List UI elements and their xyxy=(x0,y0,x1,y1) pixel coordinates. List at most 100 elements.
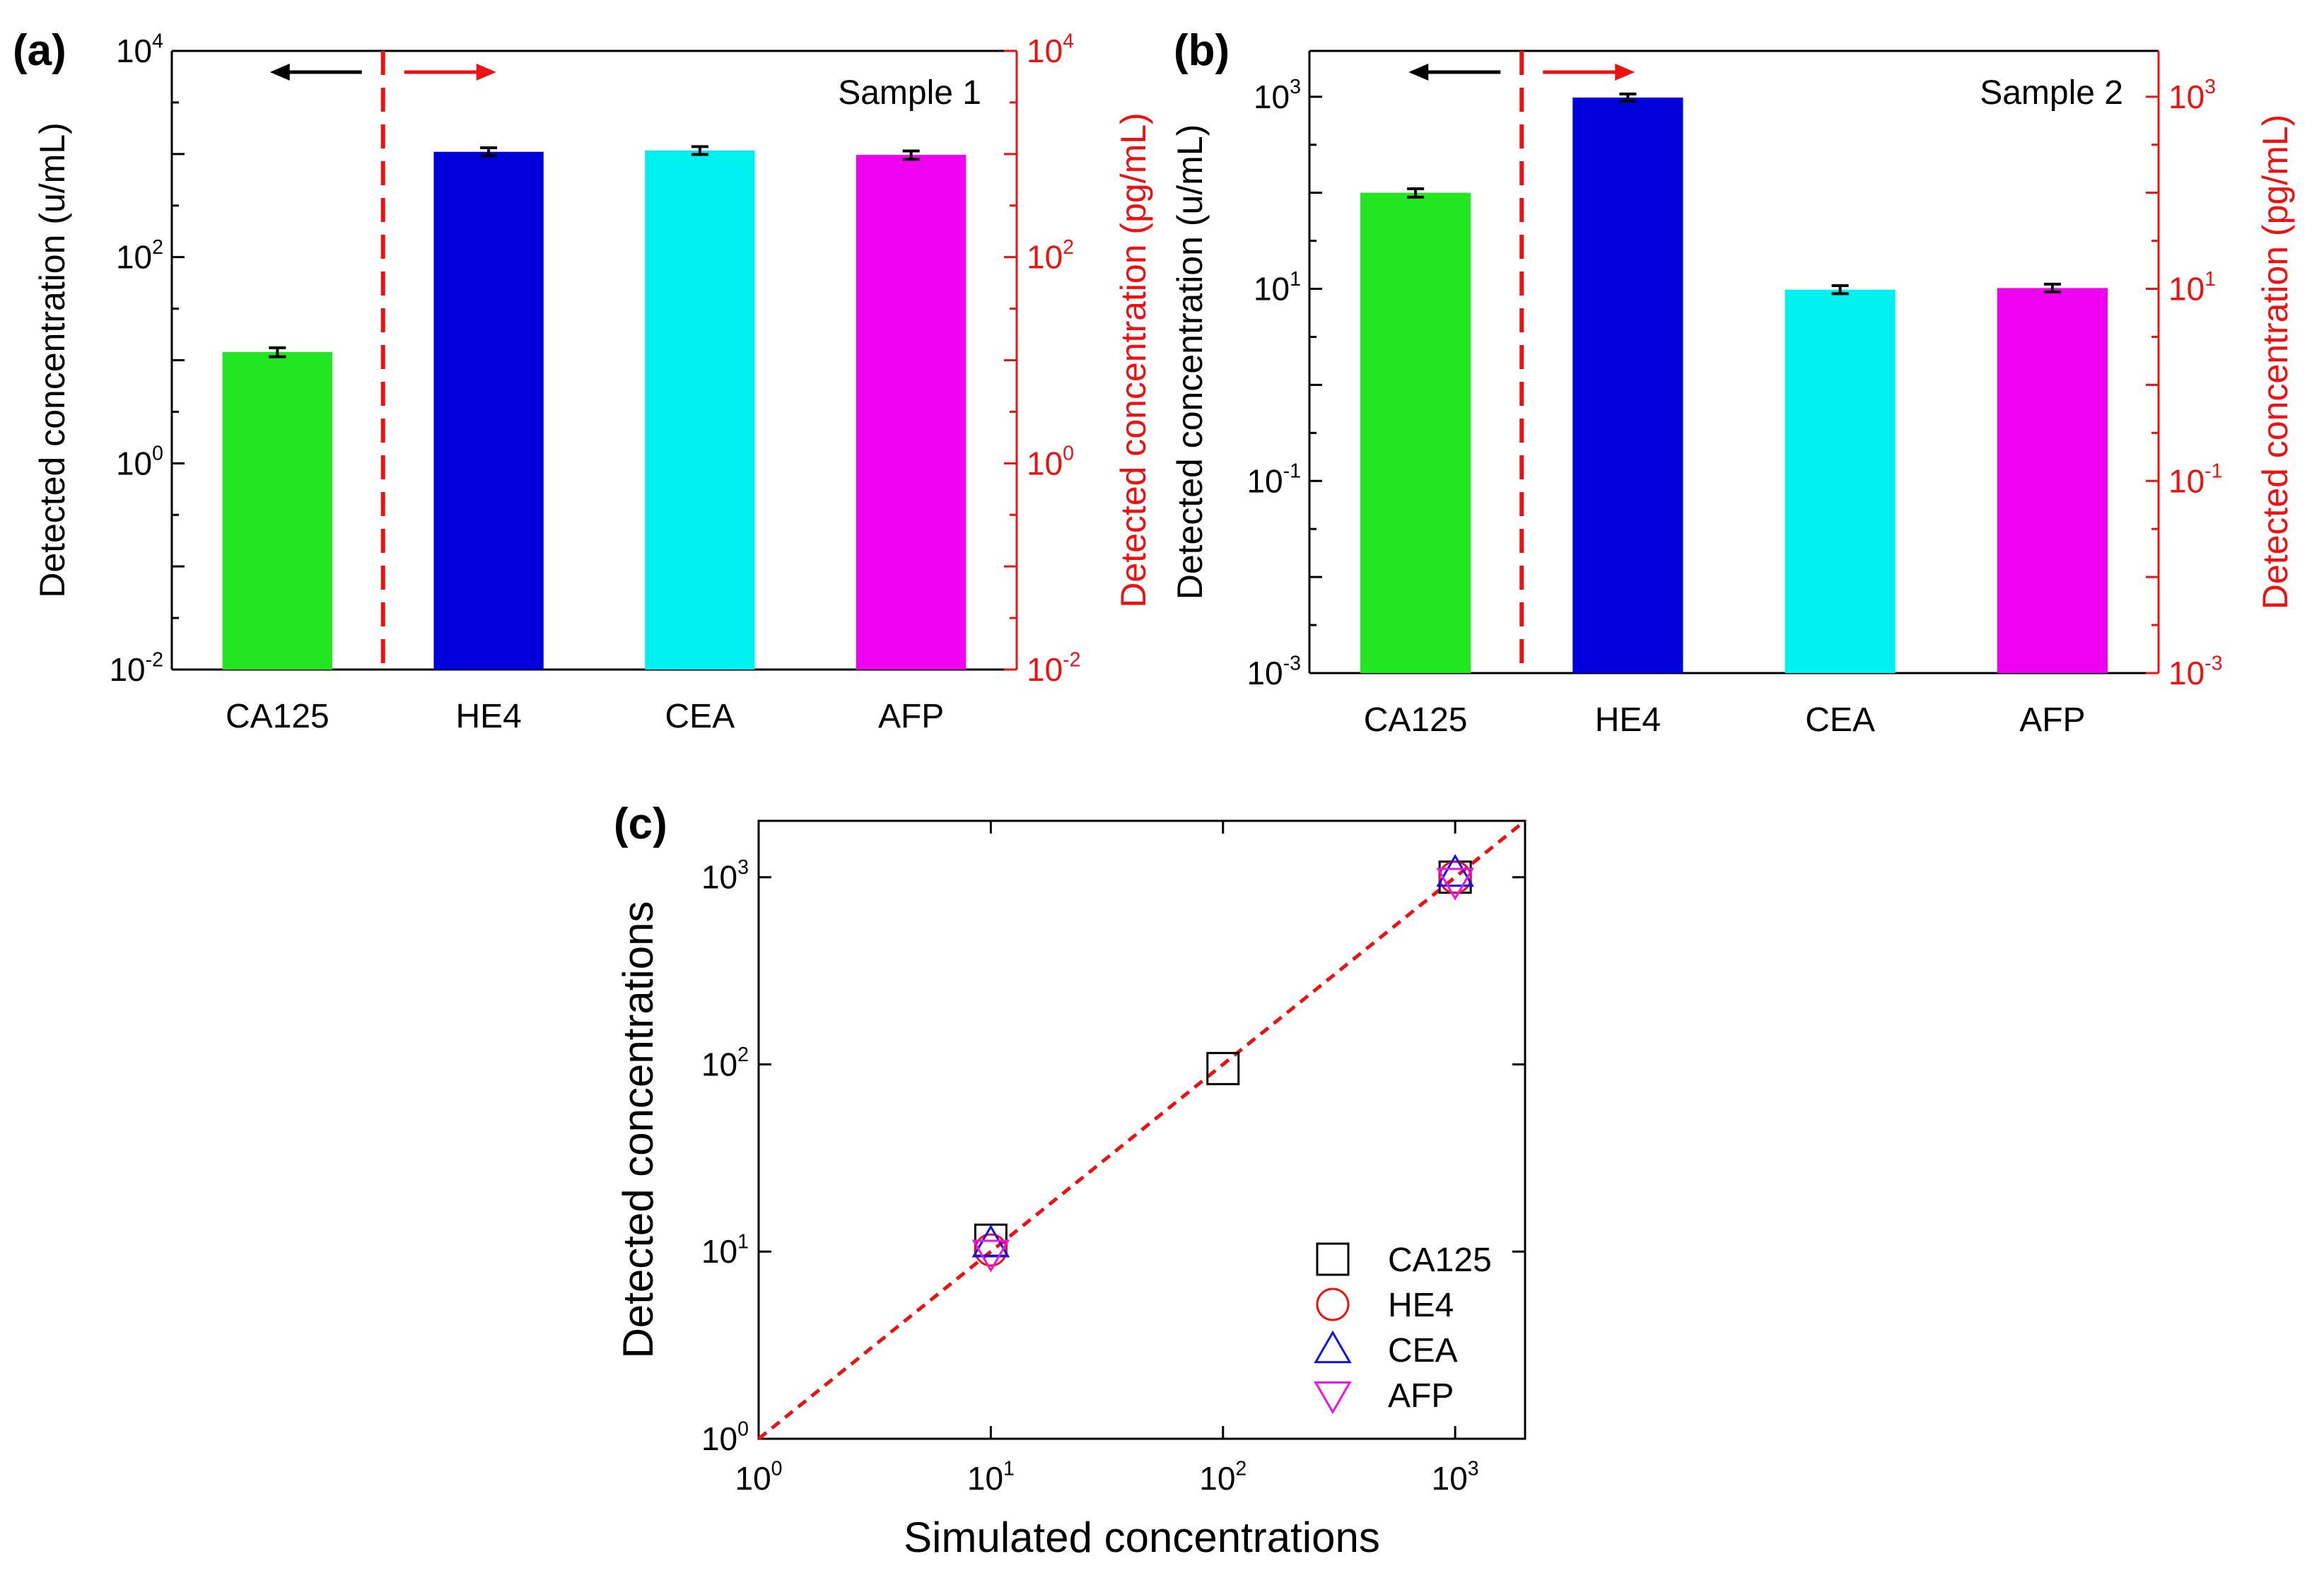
category-label-cea: CEA xyxy=(665,698,735,735)
legend-item-he4: HE4 xyxy=(1316,1287,1454,1324)
y-tick-label-exp: 2 xyxy=(737,1044,749,1066)
data-point-afp xyxy=(1436,868,1474,901)
svg-text:100: 100 xyxy=(1027,443,1074,482)
right-tick-label-base: 10 xyxy=(1027,239,1063,276)
right-tick-label: 10-1 xyxy=(2168,460,2223,500)
svg-text:103: 103 xyxy=(1254,76,1301,115)
left-tick-label: 100 xyxy=(116,443,163,482)
right-tick-label-base: 10 xyxy=(2168,462,2205,499)
reference-line-y-equals-x xyxy=(757,819,1526,1440)
data-point-he4 xyxy=(974,1233,1008,1267)
svg-text:101: 101 xyxy=(2168,268,2216,308)
left-tick-label: 101 xyxy=(1254,268,1301,308)
right-tick-label: 103 xyxy=(2168,76,2216,115)
right-y-axis-title: Detected concentration (pg/mL) xyxy=(1114,112,1153,607)
left-y-axis-title: Detected concentration (u/mL) xyxy=(1170,124,1210,600)
right-tick-label-base: 10 xyxy=(1027,651,1063,688)
bar-ca125 xyxy=(222,351,333,670)
svg-text:104: 104 xyxy=(1027,30,1074,69)
left-tick-label-base: 10 xyxy=(116,33,152,69)
left-tick-label: 10-3 xyxy=(1246,652,1301,691)
panel-label: (b) xyxy=(1174,26,1230,75)
right-tick-label-exp: 2 xyxy=(1063,236,1074,259)
right-tick-label-base: 10 xyxy=(2168,78,2205,115)
y-axis-title: Detected concentrations xyxy=(614,901,662,1358)
error-bar-he4 xyxy=(480,146,498,158)
left-tick-label-exp: 0 xyxy=(152,443,163,465)
left-tick-label-base: 10 xyxy=(109,651,145,688)
category-label-ca125: CA125 xyxy=(1364,701,1468,739)
right-tick-label: 102 xyxy=(1027,236,1074,276)
svg-text:104: 104 xyxy=(116,30,163,69)
svg-text:101: 101 xyxy=(701,1231,749,1271)
right-tick-label-exp: -1 xyxy=(2205,460,2222,483)
x-tick-label-exp: 1 xyxy=(1003,1457,1015,1480)
x-axis-title: Simulated concentrations xyxy=(904,1514,1380,1561)
error-bar-afp xyxy=(2043,282,2061,293)
svg-text:10-3: 10-3 xyxy=(2168,652,2223,691)
data-point-cea xyxy=(1436,853,1474,887)
y-tick-label: 100 xyxy=(701,1418,749,1457)
left-y-axis-title: Detected concentration (u/mL) xyxy=(33,122,72,598)
right-tick-label-base: 10 xyxy=(2168,655,2205,691)
x-tick-label-base: 10 xyxy=(1432,1460,1468,1497)
plot-frame xyxy=(757,819,1526,1440)
right-tick-label: 100 xyxy=(1027,443,1074,482)
left-tick-label-base: 10 xyxy=(1246,462,1283,499)
left-tick-label-exp: 4 xyxy=(152,30,163,52)
panel-label: (c) xyxy=(614,800,667,848)
y-tick-label-base: 10 xyxy=(701,1420,737,1457)
category-label-ca125: CA125 xyxy=(226,698,329,735)
x-tick-label-exp: 0 xyxy=(771,1457,783,1480)
legend-marker-ca125 xyxy=(1316,1242,1350,1276)
svg-text:100: 100 xyxy=(735,1457,782,1497)
right-tick-label: 101 xyxy=(2168,268,2216,308)
legend-marker-cea xyxy=(1314,1330,1352,1364)
left-tick-label: 102 xyxy=(116,236,163,276)
category-label-he4: HE4 xyxy=(1595,701,1661,739)
legend-label-ca125: CA125 xyxy=(1388,1242,1492,1279)
left-tick-label-exp: -3 xyxy=(1283,652,1301,674)
right-tick-label-exp: -2 xyxy=(1063,648,1080,671)
right-tick-label-base: 10 xyxy=(1027,445,1063,481)
sample-annotation: Sample 1 xyxy=(838,74,981,112)
panel-c-chart: 100 101 102 103100101102103CA125HE4CEAAFPSi… xyxy=(614,800,1526,1561)
x-tick-label: 101 xyxy=(967,1457,1015,1497)
legend-item-afp: AFP xyxy=(1314,1377,1454,1415)
y-tick-label-base: 10 xyxy=(701,1233,737,1270)
legend-marker-afp xyxy=(1314,1381,1352,1415)
x-tick-label-base: 10 xyxy=(735,1460,771,1497)
svg-text:102: 102 xyxy=(116,236,163,276)
bar-afp xyxy=(1997,288,2108,673)
left-tick-label: 103 xyxy=(1254,76,1301,115)
right-tick-label-exp: 1 xyxy=(2205,268,2216,291)
x-tick-label-base: 10 xyxy=(967,1460,1003,1497)
right-tick-label-exp: 3 xyxy=(2205,76,2216,98)
data-point-ca125 xyxy=(1206,1051,1240,1085)
right-tick-label-exp: 4 xyxy=(1063,30,1074,52)
legend-label-afp: AFP xyxy=(1388,1377,1454,1415)
category-label-he4: HE4 xyxy=(455,698,521,735)
bar-cea xyxy=(645,150,755,670)
error-bar-cea xyxy=(1831,284,1849,296)
category-label-afp: AFP xyxy=(2019,701,2085,739)
legend-item-cea: CEA xyxy=(1314,1330,1458,1369)
x-tick-label: 100 xyxy=(735,1457,782,1497)
bar-he4 xyxy=(433,151,544,670)
svg-text:103: 103 xyxy=(1432,1457,1479,1497)
right-tick-label-base: 10 xyxy=(2168,271,2205,308)
bar-cea xyxy=(1785,289,1896,674)
x-tick-label-exp: 2 xyxy=(1235,1457,1246,1480)
svg-text:102: 102 xyxy=(701,1044,749,1083)
y-tick-label-base: 10 xyxy=(701,1046,737,1082)
left-tick-label: 10-2 xyxy=(109,648,163,688)
error-bar-ca125 xyxy=(1407,187,1425,199)
y-tick-label-exp: 0 xyxy=(737,1418,749,1440)
right-tick-label-exp: 0 xyxy=(1063,443,1074,465)
left-tick-label-base: 10 xyxy=(1254,78,1290,115)
left-tick-label-base: 10 xyxy=(1246,655,1283,691)
x-tick-label-exp: 3 xyxy=(1468,1457,1479,1480)
left-tick-label-exp: 2 xyxy=(152,236,163,259)
